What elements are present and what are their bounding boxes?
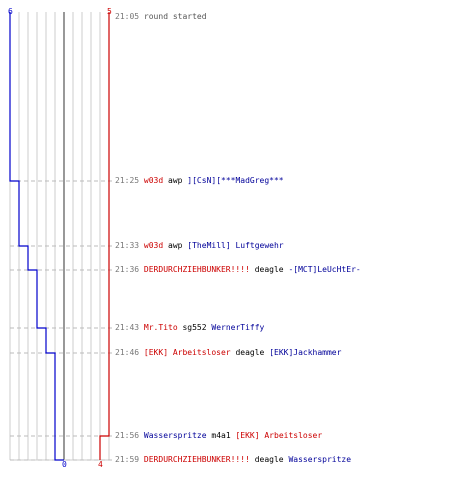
red-end-count: 4 [98,460,103,469]
weapon-name: deagle [254,455,284,464]
victim-name: [TheMill] Luftgewehr [187,241,284,250]
killer-name: DERDURCHZIEHBUNKER!!!! [143,455,250,464]
event-timestamp: 21:43 [115,323,140,332]
red-start-count: 5 [107,7,112,16]
weapon-name: awp [168,176,183,185]
kill-log-entry: 21:43 Mr.Tito sg552 WernerTiffy [115,323,264,333]
event-dashed-rules [10,180,113,461]
killer-name: DERDURCHZIEHBUNKER!!!! [143,265,250,274]
weapon-name: m4a1 [211,431,231,440]
killer-name: [EKK] Arbeitsloser [143,348,231,357]
kill-log-entry: 21:36 DERDURCHZIEHBUNKER!!!! deagle -[MC… [115,265,361,275]
victim-name: -[MCT]LeUcHtEr- [288,265,361,274]
blue-alive-step-line [9,12,64,461]
victim-name: [EKK]Jackhammer [269,348,342,357]
score-step-lines [9,12,110,461]
kill-log-entry: 21:05 round started [115,12,207,22]
victim-name: ][CsN][***MadGreg*** [187,176,284,185]
weapon-name: sg552 [182,323,207,332]
event-timestamp: 21:56 [115,431,140,440]
kill-log-entry: 21:25 w03d awp ][CsN][***MadGreg*** [115,176,284,186]
victim-name: Wasserspritze [288,455,352,464]
blue-start-count: 6 [8,7,13,16]
kill-log-entry: 21:33 w03d awp [TheMill] Luftgewehr [115,241,284,251]
event-timestamp: 21:33 [115,241,140,250]
kill-log-entry: 21:59 DERDURCHZIEHBUNKER!!!! deagle Wass… [115,455,351,465]
blue-end-count: 0 [62,460,67,469]
kill-log-entry: 21:56 Wasserspritze m4a1 [EKK] Arbeitslo… [115,431,322,441]
killer-name: w03d [143,176,164,185]
event-timestamp: 21:05 [115,12,140,21]
event-text: round started [143,12,207,21]
weapon-name: awp [168,241,183,250]
red-alive-step-line [99,12,110,460]
killer-name: Mr.Tito [143,323,178,332]
event-timestamp: 21:46 [115,348,140,357]
victim-name: WernerTiffy [211,323,265,332]
event-timestamp: 21:25 [115,176,140,185]
event-timestamp: 21:36 [115,265,140,274]
event-timestamp: 21:59 [115,455,140,464]
weapon-name: deagle [254,265,284,274]
killer-name: Wasserspritze [143,431,207,440]
victim-name: [EKK] Arbeitsloser [235,431,323,440]
weapon-name: deagle [235,348,265,357]
kill-log-entry: 21:46 [EKK] Arbeitsloser deagle [EKK]Jac… [115,348,341,358]
killer-name: w03d [143,241,164,250]
